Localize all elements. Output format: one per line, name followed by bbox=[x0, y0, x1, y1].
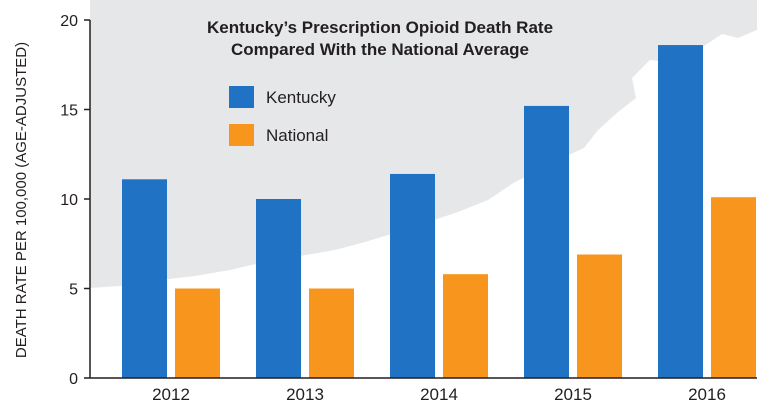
legend: Kentucky National bbox=[229, 86, 336, 146]
x-tick-label: 2014 bbox=[420, 385, 458, 403]
legend-label-kentucky: Kentucky bbox=[266, 88, 336, 107]
bar-national-2015 bbox=[577, 254, 622, 378]
y-tick-label: 15 bbox=[60, 103, 78, 120]
bar-kentucky-2012 bbox=[122, 179, 167, 378]
legend-swatch-national bbox=[229, 124, 254, 146]
bar-kentucky-2013 bbox=[256, 199, 301, 378]
x-axis: 2012 2013 2014 2015 2016 bbox=[90, 377, 757, 403]
bar-kentucky-2015 bbox=[524, 105, 569, 379]
y-tick-label: 5 bbox=[69, 282, 78, 299]
bar-national-2013 bbox=[309, 288, 354, 378]
bar-kentucky-2014 bbox=[390, 173, 435, 378]
y-tick-label: 20 bbox=[60, 13, 78, 30]
kentucky-map-background bbox=[0, 0, 757, 288]
y-tick-label: 10 bbox=[60, 192, 78, 209]
legend-swatch-kentucky bbox=[229, 86, 254, 108]
chart-title-line1: Kentucky’s Prescription Opioid Death Rat… bbox=[207, 18, 553, 37]
x-tick-label: 2015 bbox=[554, 385, 592, 403]
x-tick-label: 2013 bbox=[286, 385, 324, 403]
bar-national-2012 bbox=[175, 288, 220, 378]
x-tick-label: 2012 bbox=[152, 385, 190, 403]
y-axis: 0 5 10 15 20 bbox=[60, 13, 91, 388]
chart-title-line2: Compared With the National Average bbox=[231, 40, 529, 59]
bar-national-2014 bbox=[443, 274, 488, 378]
legend-label-national: National bbox=[266, 126, 328, 145]
bars bbox=[122, 45, 756, 379]
y-tick-label: 0 bbox=[69, 371, 78, 388]
bar-kentucky-2016 bbox=[658, 45, 703, 379]
bar-national-2016 bbox=[711, 197, 756, 378]
y-axis-label: DEATH RATE PER 100,000 (AGE-ADJUSTED) bbox=[13, 42, 30, 358]
x-tick-label: 2016 bbox=[688, 385, 726, 403]
